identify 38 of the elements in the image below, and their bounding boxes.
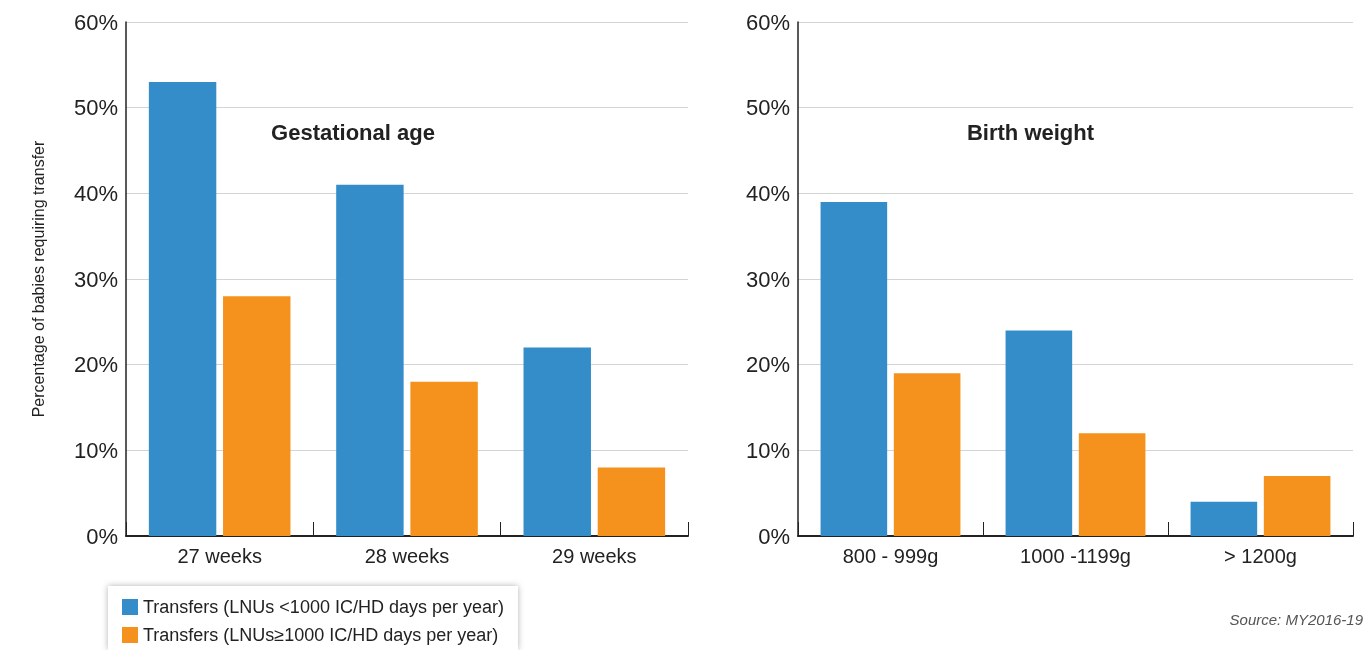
bar	[820, 201, 888, 536]
legend-label: Transfers (LNUs <1000 IC/HD days per year)	[143, 597, 504, 617]
y-tick-label: 60%	[745, 9, 790, 35]
bar	[1190, 501, 1258, 536]
bar	[1263, 476, 1331, 536]
x-tick-label: 1000 -1199g	[1020, 545, 1131, 567]
y-tick-label: 60%	[73, 9, 118, 35]
x-tick-label: 800 - 999g	[842, 545, 939, 567]
x-tick-label: > 1200g	[1224, 545, 1297, 567]
y-tick-label: 0%	[86, 523, 118, 549]
x-tick-label: 28 weeks	[364, 545, 450, 567]
bar	[523, 347, 591, 536]
bar	[1005, 330, 1073, 536]
bar	[223, 296, 291, 536]
y-tick-label: 20%	[73, 352, 118, 378]
y-tick-label: 30%	[73, 266, 118, 292]
y-tick-label: 50%	[73, 95, 118, 121]
y-tick-label: 20%	[745, 352, 790, 378]
y-axis-title: Percentage of babies requiring transfer	[29, 140, 47, 418]
bar	[1078, 433, 1146, 536]
text: Birth weight	[966, 119, 1095, 145]
x-tick-label: 29 weeks	[552, 545, 637, 567]
bar	[893, 373, 961, 536]
text: Gestational age	[271, 119, 435, 145]
y-tick-label: 30%	[745, 266, 790, 292]
bar	[148, 81, 217, 536]
y-tick-label: 40%	[73, 180, 118, 206]
bar	[336, 184, 404, 536]
y-tick-label: 0%	[758, 523, 790, 549]
bar	[597, 467, 666, 536]
x-tick-label: 27 weeks	[177, 545, 262, 567]
y-tick-label: 10%	[745, 437, 790, 463]
source-note: Source: MY2016-19	[1229, 611, 1364, 628]
bar	[410, 381, 478, 536]
legend-label: Transfers (LNUs≥1000 IC/HD days per year)	[143, 625, 499, 645]
y-tick-label: 40%	[745, 180, 790, 206]
y-tick-label: 10%	[73, 437, 118, 463]
y-tick-label: 50%	[745, 95, 790, 121]
